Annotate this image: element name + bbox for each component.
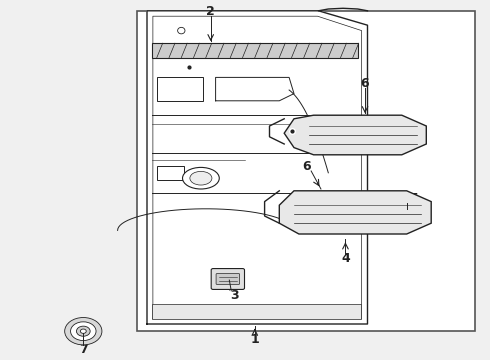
Text: 5: 5	[410, 192, 418, 205]
Text: 3: 3	[230, 289, 239, 302]
Circle shape	[71, 322, 96, 341]
Text: 6: 6	[302, 160, 311, 173]
Bar	[152, 43, 358, 58]
Polygon shape	[147, 11, 368, 324]
FancyBboxPatch shape	[137, 11, 475, 331]
Circle shape	[80, 329, 86, 333]
Text: 7: 7	[79, 343, 88, 356]
Ellipse shape	[190, 171, 212, 185]
Text: 2: 2	[206, 5, 215, 18]
FancyBboxPatch shape	[211, 269, 245, 289]
Circle shape	[76, 326, 90, 336]
Circle shape	[65, 318, 102, 345]
FancyBboxPatch shape	[157, 77, 203, 101]
FancyBboxPatch shape	[157, 166, 184, 180]
Text: 6: 6	[361, 77, 369, 90]
Text: 1: 1	[250, 333, 259, 346]
Ellipse shape	[182, 167, 219, 189]
Text: 4: 4	[341, 252, 350, 265]
Polygon shape	[284, 115, 426, 155]
FancyBboxPatch shape	[216, 274, 240, 284]
Polygon shape	[279, 191, 431, 234]
Ellipse shape	[177, 27, 185, 34]
FancyBboxPatch shape	[152, 304, 361, 319]
Polygon shape	[216, 77, 294, 101]
